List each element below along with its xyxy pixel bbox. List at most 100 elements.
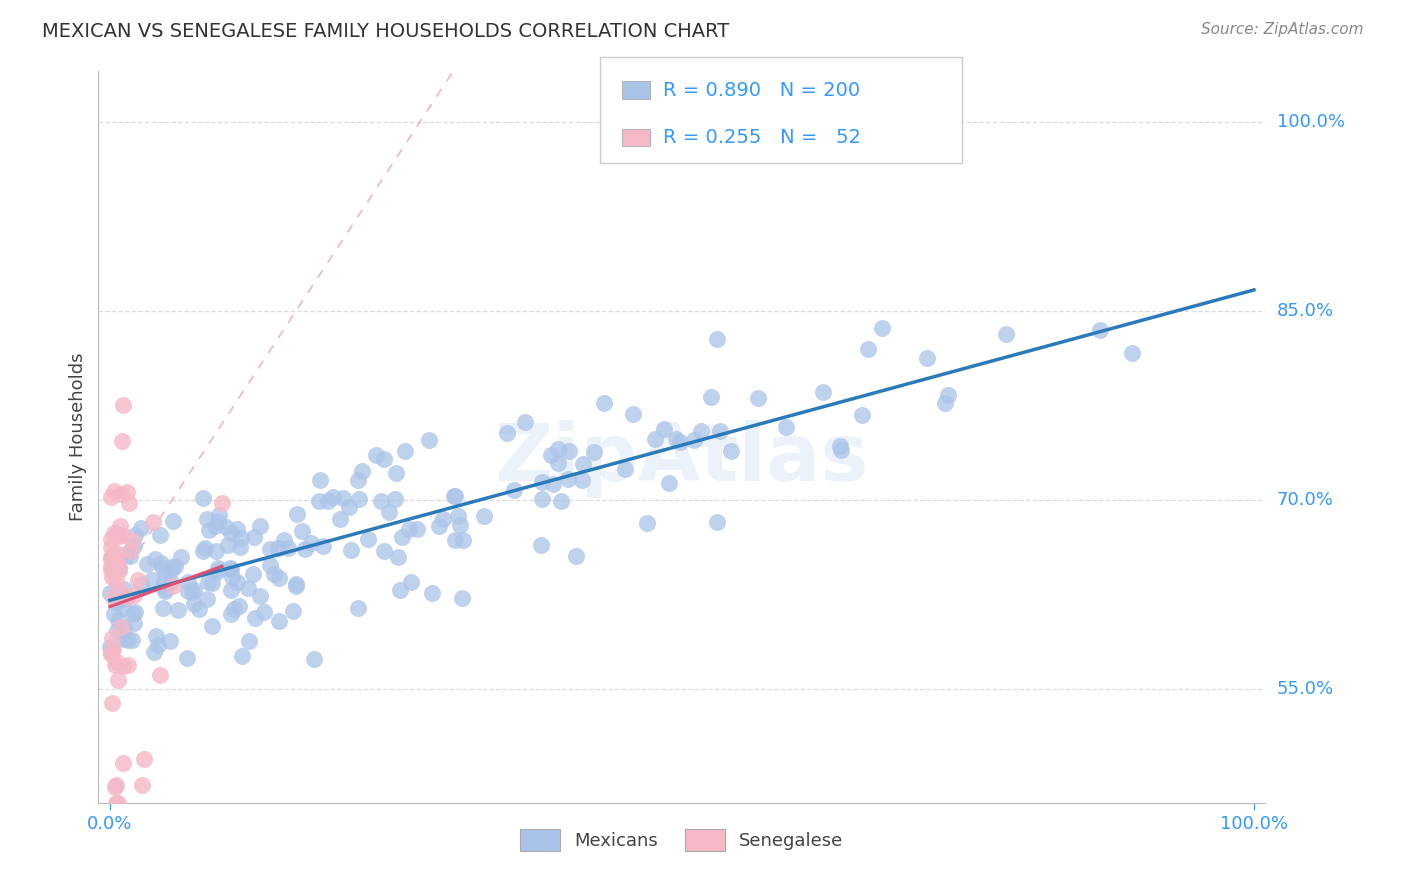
Point xyxy=(100,647,122,661)
Text: ZipAtlas: ZipAtlas xyxy=(495,420,869,498)
Point xyxy=(124,527,146,541)
Point xyxy=(160,574,183,589)
Point xyxy=(118,549,141,563)
Point xyxy=(389,582,412,597)
Point xyxy=(101,632,124,646)
Point xyxy=(112,398,135,412)
Point xyxy=(813,384,835,399)
Point xyxy=(100,549,122,563)
Point xyxy=(197,574,219,589)
Point xyxy=(530,492,553,507)
Point xyxy=(229,541,252,555)
Point xyxy=(112,591,135,606)
Point xyxy=(308,494,330,508)
Point xyxy=(472,508,495,523)
Point xyxy=(105,656,128,670)
Point xyxy=(117,658,139,673)
Point xyxy=(215,520,238,534)
Point xyxy=(934,396,956,410)
Point xyxy=(302,652,325,666)
Point xyxy=(706,332,728,346)
Point xyxy=(263,566,285,581)
Point xyxy=(104,657,127,672)
Point xyxy=(558,444,581,458)
Point xyxy=(201,618,224,632)
Point xyxy=(131,778,153,792)
Point xyxy=(176,574,198,589)
Point xyxy=(124,589,146,603)
Point xyxy=(103,483,125,498)
Point xyxy=(391,530,413,544)
Point xyxy=(112,582,135,596)
Point xyxy=(103,642,125,657)
Point xyxy=(204,519,226,533)
Point xyxy=(115,549,138,563)
Point xyxy=(142,515,165,529)
Point xyxy=(682,434,704,448)
Point xyxy=(564,549,586,564)
Point xyxy=(100,490,122,504)
Point xyxy=(531,475,554,489)
Point xyxy=(208,508,231,522)
Point xyxy=(347,601,370,615)
Point xyxy=(872,321,894,335)
Point xyxy=(405,522,427,536)
Point xyxy=(669,434,692,449)
Point xyxy=(217,537,239,551)
Text: 100.0%: 100.0% xyxy=(1277,112,1344,131)
Point xyxy=(111,527,134,541)
Point xyxy=(103,563,125,577)
Point xyxy=(160,562,183,576)
Point xyxy=(100,563,122,577)
Point xyxy=(110,620,132,634)
Point xyxy=(720,443,742,458)
Point xyxy=(219,582,242,597)
Point xyxy=(418,433,440,447)
Point xyxy=(122,539,145,553)
Point xyxy=(337,500,360,515)
Point xyxy=(357,532,380,546)
Point xyxy=(387,550,409,565)
Point xyxy=(496,425,519,440)
Point xyxy=(583,444,606,458)
Point xyxy=(373,452,395,467)
Point xyxy=(105,796,128,810)
Point xyxy=(267,571,290,585)
Point xyxy=(775,420,797,434)
Point xyxy=(107,613,129,627)
Point xyxy=(112,756,135,770)
Point xyxy=(180,584,202,599)
Point xyxy=(828,439,851,453)
Point xyxy=(101,696,124,710)
Point xyxy=(101,549,124,563)
Point xyxy=(111,434,134,449)
Point xyxy=(285,579,308,593)
Point xyxy=(193,544,215,558)
Point xyxy=(513,416,536,430)
FancyBboxPatch shape xyxy=(623,128,651,146)
Point xyxy=(162,515,184,529)
Point xyxy=(243,610,266,624)
Point xyxy=(530,538,553,552)
Point xyxy=(249,518,271,533)
Point xyxy=(503,483,526,497)
Point xyxy=(398,523,420,537)
Point xyxy=(221,570,243,584)
Point xyxy=(100,540,122,554)
Point xyxy=(347,473,370,487)
Point xyxy=(118,496,141,510)
Point xyxy=(700,390,723,404)
Point xyxy=(176,651,198,665)
Point xyxy=(231,648,253,663)
Point xyxy=(219,561,242,575)
Point xyxy=(636,516,658,530)
Point xyxy=(195,511,218,525)
Point xyxy=(107,558,129,572)
Point xyxy=(420,586,443,600)
FancyBboxPatch shape xyxy=(600,57,962,163)
Point xyxy=(664,432,686,446)
Point xyxy=(385,466,408,480)
Point xyxy=(127,573,149,587)
Point xyxy=(267,614,290,628)
Point xyxy=(160,559,183,574)
